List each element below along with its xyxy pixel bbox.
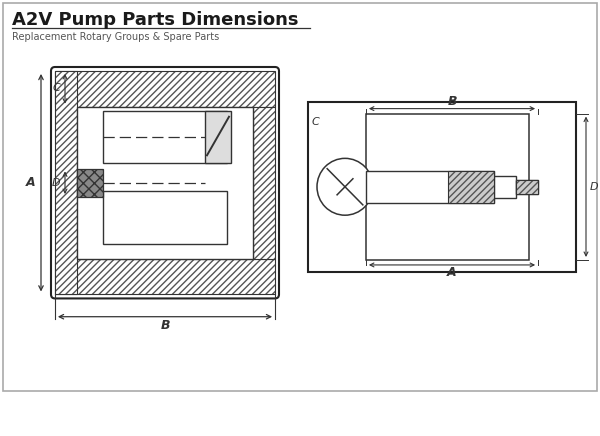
- Bar: [516, 180, 538, 194]
- Bar: [55, 259, 275, 294]
- Text: D: D: [52, 178, 60, 188]
- Polygon shape: [205, 111, 231, 164]
- Text: E-mail: sales@super-hyd.com: E-mail: sales@super-hyd.com: [342, 411, 496, 421]
- Bar: [103, 111, 227, 164]
- Text: A: A: [447, 266, 457, 279]
- Bar: [77, 168, 103, 197]
- Circle shape: [317, 158, 373, 215]
- Text: SUPER HYDRAULICS: SUPER HYDRAULICS: [12, 407, 214, 425]
- Bar: [103, 191, 227, 244]
- Bar: [55, 71, 275, 106]
- Bar: [55, 259, 275, 294]
- Text: B: B: [160, 319, 170, 332]
- Bar: [55, 71, 77, 294]
- Bar: [516, 180, 538, 194]
- Bar: [308, 102, 576, 272]
- Text: Replacement Rotary Groups & Spare Parts: Replacement Rotary Groups & Spare Parts: [12, 31, 219, 41]
- Bar: [55, 71, 77, 294]
- Bar: [366, 170, 494, 203]
- Text: C: C: [52, 83, 60, 93]
- Bar: [77, 106, 253, 259]
- Bar: [494, 176, 516, 198]
- Text: B: B: [447, 95, 457, 108]
- Text: A2V Pump Parts Dimensions: A2V Pump Parts Dimensions: [12, 11, 299, 29]
- Text: A: A: [25, 176, 35, 189]
- Bar: [516, 180, 538, 194]
- Text: D: D: [590, 182, 599, 192]
- Text: C: C: [312, 117, 320, 127]
- Bar: [366, 114, 529, 260]
- Bar: [55, 71, 275, 106]
- Bar: [253, 106, 275, 259]
- Bar: [448, 170, 494, 203]
- Bar: [253, 106, 275, 259]
- Bar: [448, 170, 494, 203]
- FancyBboxPatch shape: [51, 67, 279, 298]
